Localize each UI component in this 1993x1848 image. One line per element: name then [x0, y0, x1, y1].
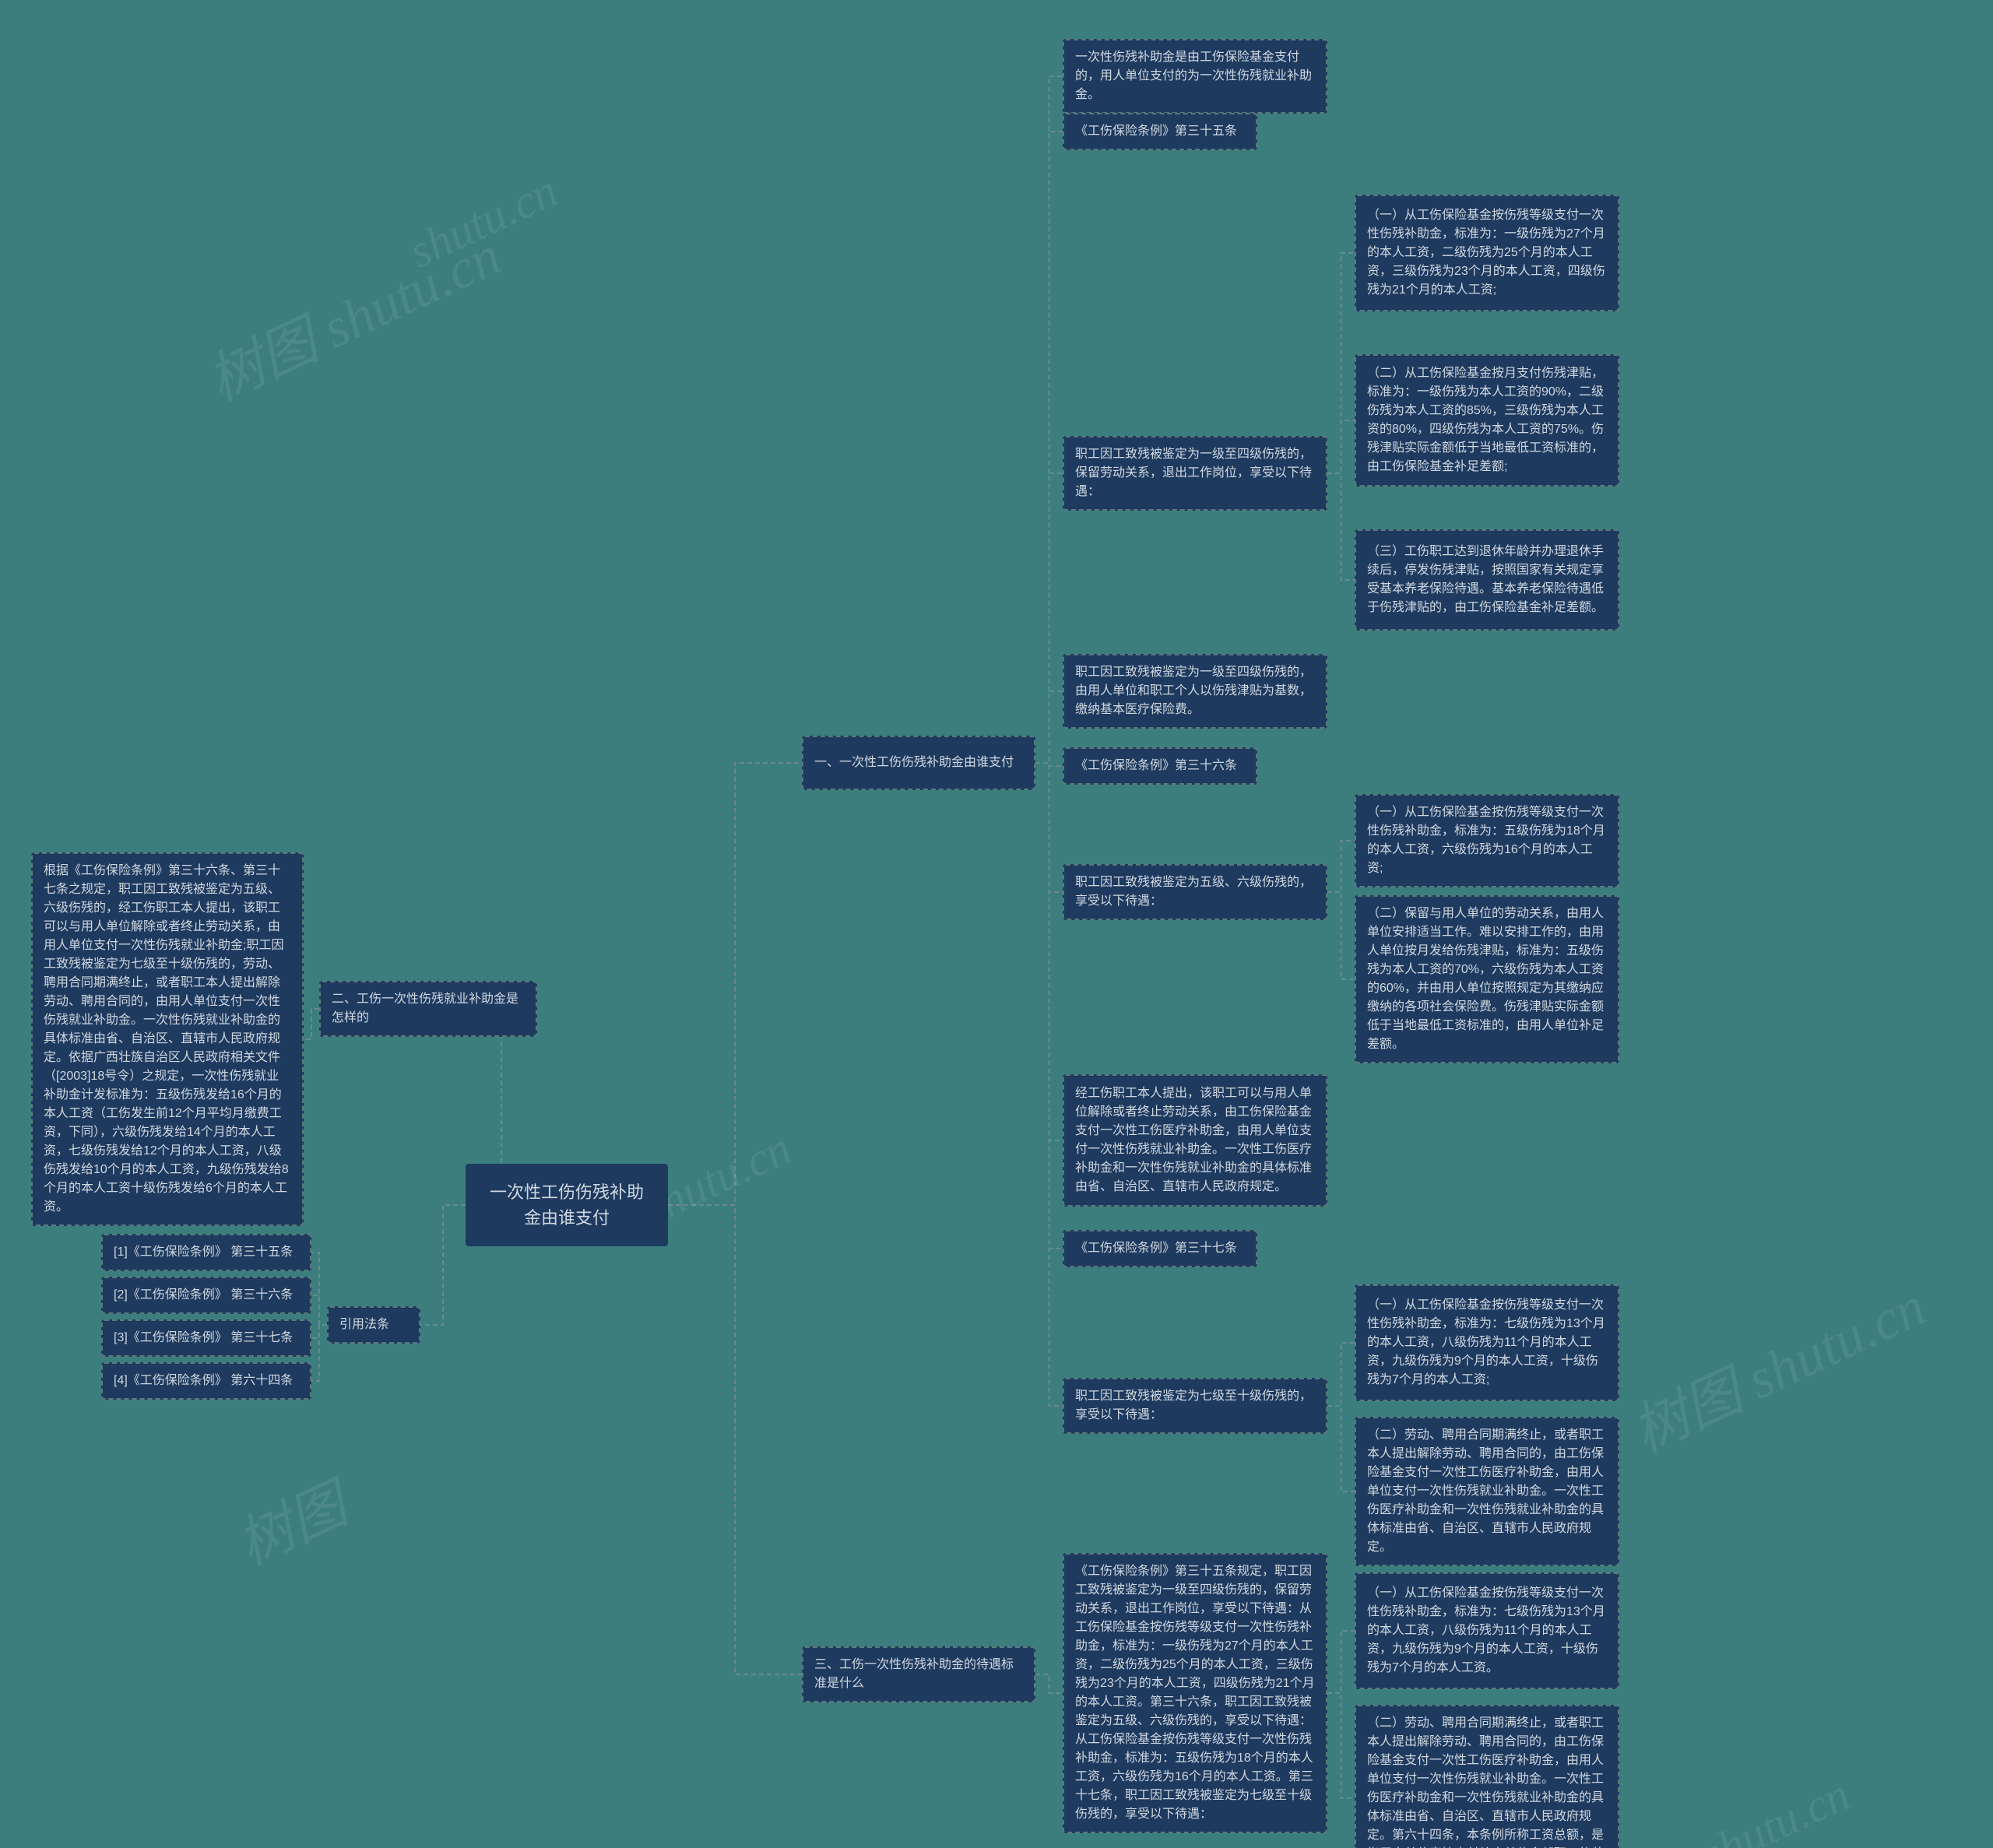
- mindmap-node: 职工因工致残被鉴定为一级至四级伤残的，保留劳动关系，退出工作岗位，享受以下待遇：: [1063, 436, 1327, 511]
- mindmap-node: 《工伤保险条例》第三十五条规定，职工因工致残被鉴定为一级至四级伤残的，保留劳动关…: [1063, 1553, 1327, 1833]
- mindmap-node: （一）从工伤保险基金按伤残等级支付一次性伤残补助金，标准为：五级伤残为18个月的…: [1355, 794, 1619, 887]
- edge: [1035, 691, 1063, 763]
- watermark: shutu.cn: [401, 164, 566, 279]
- watermark: 树图 shutu.cn: [192, 210, 512, 417]
- mindmap-node: [4]《工伤保险条例》 第六十四条: [101, 1362, 311, 1400]
- mindmap-node: 职工因工致残被鉴定为一级至四级伤残的，由用人单位和职工个人以伤残津贴为基数，缴纳…: [1063, 654, 1327, 729]
- mindmap-node: 职工因工致残被鉴定为五级、六级伤残的，享受以下待遇：: [1063, 864, 1327, 920]
- edge: [1327, 473, 1355, 580]
- edge: [1035, 473, 1063, 763]
- mindmap-node: 《工伤保险条例》第三十五条: [1063, 113, 1257, 150]
- mindmap-node: 根据《工伤保险条例》第三十六条、第三十七条之规定，职工因工致残被鉴定为五级、六级…: [31, 852, 304, 1226]
- mindmap-node: （二）劳动、聘用合同期满终止，或者职工本人提出解除劳动、聘用合同的，由工伤保险基…: [1355, 1705, 1619, 1848]
- mindmap-node: 经工伤职工本人提出，该职工可以与用人单位解除或者终止劳动关系，由工伤保险基金支付…: [1063, 1074, 1327, 1207]
- edge: [1035, 76, 1063, 763]
- mindmap-canvas: 树图 shutu.cnshutu.cnshutu.cn树图 shutu.cnsh…: [0, 0, 1993, 1848]
- edge: [1035, 763, 1063, 766]
- edge: [1327, 253, 1355, 473]
- mindmap-node: 三、工伤一次性伤残补助金的待遇标准是什么: [802, 1646, 1035, 1702]
- mindmap-node: [2]《工伤保险条例》 第三十六条: [101, 1277, 311, 1314]
- mindmap-node: （一）从工伤保险基金按伤残等级支付一次性伤残补助金，标准为：七级伤残为13个月的…: [1355, 1572, 1619, 1689]
- mindmap-node: 二、工伤一次性伤残就业补助金是怎样的: [319, 981, 537, 1037]
- mindmap-node: （二）劳动、聘用合同期满终止，或者职工本人提出解除劳动、聘用合同的，由工伤保险基…: [1355, 1417, 1619, 1566]
- watermark: 树图: [222, 1459, 358, 1580]
- mindmap-node: 一次性伤残补助金是由工伤保险基金支付的，用人单位支付的为一次性伤残就业补助金。: [1063, 39, 1327, 114]
- mindmap-node: （二）保留与用人单位的劳动关系，由用人单位安排适当工作。难以安排工作的，由用人单…: [1355, 895, 1619, 1063]
- mindmap-node: 《工伤保险条例》第三十七条: [1063, 1230, 1257, 1267]
- watermark: shutu.cn: [1693, 1768, 1858, 1848]
- edge: [1327, 892, 1355, 979]
- mindmap-node: 引用法条: [327, 1306, 420, 1344]
- watermark: 树图 shutu.cn: [1617, 1261, 1937, 1468]
- edge: [311, 1295, 327, 1325]
- edge: [1035, 763, 1063, 1249]
- mindmap-node: 《工伤保险条例》第三十六条: [1063, 747, 1257, 785]
- edge: [668, 763, 802, 1205]
- mindmap-node: 职工因工致残被鉴定为七级至十级伤残的，享受以下待遇：: [1063, 1378, 1327, 1434]
- mindmap-node: （二）从工伤保险基金按月支付伤残津贴，标准为：一级伤残为本人工资的90%，二级伤…: [1355, 354, 1619, 487]
- mindmap-node: 一、一次性工伤伤残补助金由谁支付: [802, 736, 1035, 790]
- edge: [1327, 1343, 1355, 1406]
- edge: [420, 1205, 466, 1325]
- mindmap-node: [1]《工伤保险条例》 第三十五条: [101, 1234, 311, 1271]
- edge: [311, 1325, 327, 1338]
- edge: [1035, 763, 1063, 1140]
- root-node: 一次性工伤伤残补助金由谁支付: [466, 1164, 668, 1246]
- edge: [311, 1325, 327, 1381]
- edge: [1327, 1631, 1355, 1693]
- edge: [668, 1205, 802, 1674]
- edge: [1327, 841, 1355, 892]
- edge: [1327, 1693, 1355, 1798]
- edge: [1327, 1406, 1355, 1491]
- edge: [1035, 132, 1063, 763]
- edge: [304, 1009, 319, 1039]
- edge: [1035, 763, 1063, 1406]
- edge: [311, 1252, 327, 1325]
- edge: [1035, 763, 1063, 892]
- edge: [1327, 420, 1355, 473]
- mindmap-node: （一）从工伤保险基金按伤残等级支付一次性伤残补助金，标准为：一级伤残为27个月的…: [1355, 195, 1619, 311]
- mindmap-node: [3]《工伤保险条例》 第三十七条: [101, 1319, 311, 1357]
- edge: [1035, 1674, 1063, 1693]
- mindmap-node: （三）工伤职工达到退休年龄并办理退休手续后，停发伤残津贴，按照国家有关规定享受基…: [1355, 529, 1619, 631]
- mindmap-node: （一）从工伤保险基金按伤残等级支付一次性伤残补助金，标准为：七级伤残为13个月的…: [1355, 1284, 1619, 1401]
